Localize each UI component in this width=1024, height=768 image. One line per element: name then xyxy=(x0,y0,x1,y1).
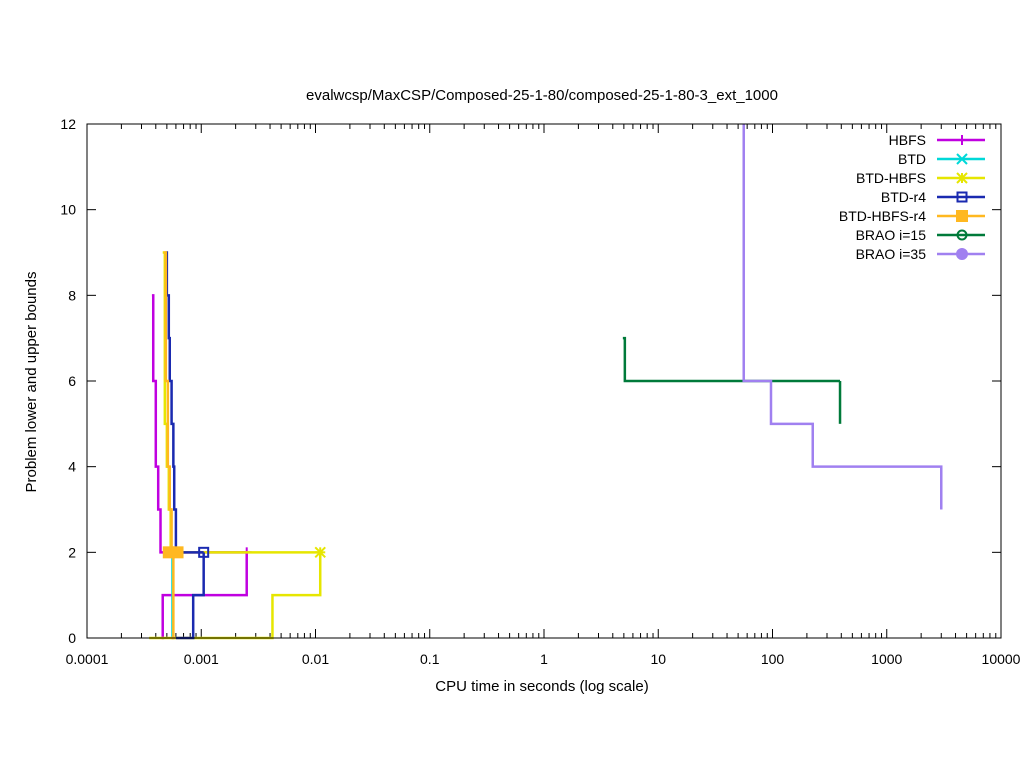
y-axis-title: Problem lower and upper bounds xyxy=(23,272,40,493)
legend-item-btd-hbfs: BTD-HBFS xyxy=(856,170,985,186)
x-tick-label: 0.0001 xyxy=(66,651,109,667)
y-tick-label: 10 xyxy=(60,202,76,218)
series-btd-r4-point xyxy=(198,546,210,558)
legend-label: BRAO i=15 xyxy=(856,227,927,243)
legend-marker xyxy=(956,191,968,203)
series-layer xyxy=(149,124,943,640)
y-tick-label: 0 xyxy=(68,630,76,646)
legend-label: BTD-HBFS-r4 xyxy=(839,208,926,224)
series-brao-i-35 xyxy=(742,124,943,510)
series-btd-hbfs-r4-point xyxy=(171,546,184,559)
legend-item-btd-hbfs-r4: BTD-HBFS-r4 xyxy=(839,208,985,224)
x-tick-label: 1 xyxy=(540,651,548,667)
legend-label: BTD xyxy=(898,151,926,167)
legend-item-btd-r4: BTD-r4 xyxy=(881,189,985,205)
legend-label: BTD-HBFS xyxy=(856,170,926,186)
y-tick-label: 8 xyxy=(68,287,76,303)
x-tick-label: 100 xyxy=(761,651,785,667)
legend-item-brao-i-35: BRAO i=35 xyxy=(856,246,985,262)
x-tick-label: 1000 xyxy=(871,651,902,667)
series-brao-i-35-upper-line xyxy=(742,124,943,510)
legend-label: BRAO i=35 xyxy=(856,246,927,262)
x-tick-label: 10000 xyxy=(982,651,1021,667)
legend-marker xyxy=(956,229,968,241)
y-tick-label: 2 xyxy=(68,544,76,560)
x-tick-label: 0.01 xyxy=(302,651,329,667)
legend-marker xyxy=(956,210,968,222)
legend-marker xyxy=(956,153,968,165)
series-btd-hbfs-r4-upper-line xyxy=(163,251,178,554)
x-tick-label: 10 xyxy=(650,651,666,667)
legend-marker xyxy=(956,248,968,260)
legend-marker xyxy=(956,172,968,184)
series-brao-i-15 xyxy=(622,336,842,424)
legend-item-brao-i-15: BRAO i=15 xyxy=(856,227,985,243)
legend-item-btd: BTD xyxy=(898,151,985,167)
series-btd-hbfs-point xyxy=(314,546,326,559)
x-tick-label: 0.001 xyxy=(184,651,219,667)
series-hbfs-upper-line xyxy=(151,294,247,554)
legend-label: HBFS xyxy=(889,132,926,148)
legend-marker xyxy=(957,135,967,145)
y-tick-label: 4 xyxy=(68,459,76,475)
y-tick-label: 6 xyxy=(68,373,76,389)
plot-frame xyxy=(86,123,1002,639)
y-tick-label: 12 xyxy=(60,116,76,132)
series-btd-r4-upper-line xyxy=(165,251,204,554)
legend-item-hbfs: HBFS xyxy=(889,132,985,148)
x-tick-label: 0.1 xyxy=(420,651,440,667)
tick-layer: 0.0001 0.001 0.01 0.1 1 10 100 1000 10000 0 2 4 6 8 10… xyxy=(60,116,1020,667)
x-axis-title: CPU time in seconds (log scale) xyxy=(435,678,648,695)
legend: HBFS BTD BTD-HBFS BTD-r4 BTD-HBFS-r4 BRAO i=1… xyxy=(839,132,985,262)
chart-title: evalwcsp/MaxCSP/Composed-25-1-80/compose… xyxy=(306,87,778,104)
series-brao-i-15-upper-line xyxy=(622,336,841,383)
legend-label: BTD-r4 xyxy=(881,189,926,205)
